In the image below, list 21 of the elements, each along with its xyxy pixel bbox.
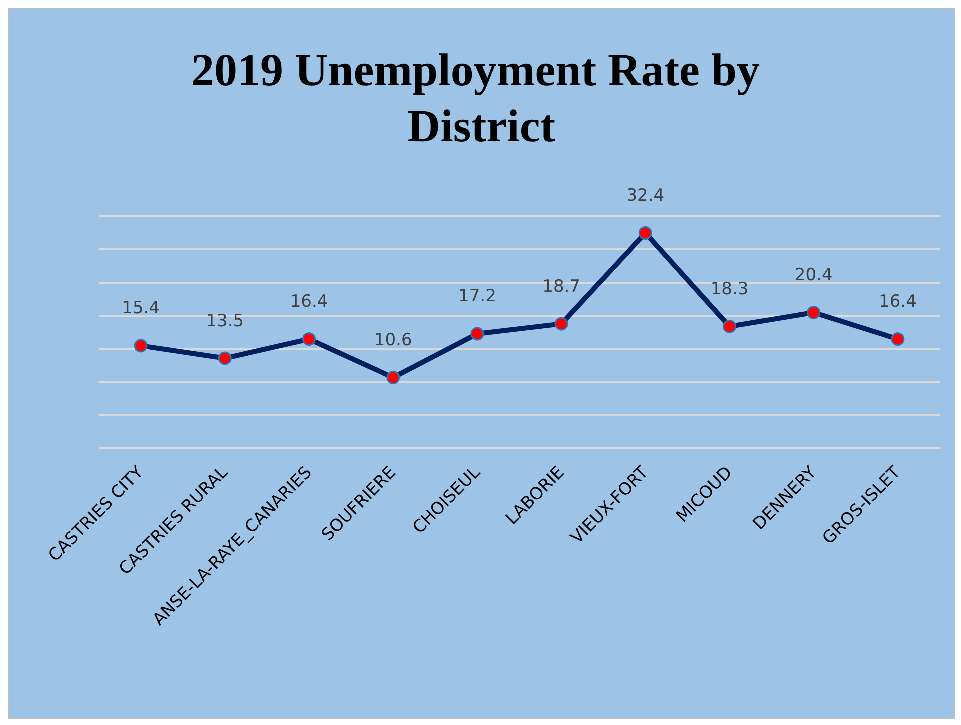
data-label: 13.5 bbox=[206, 311, 244, 332]
point bbox=[302, 332, 316, 346]
data-label: 18.7 bbox=[542, 276, 580, 297]
data-label: 16.4 bbox=[290, 292, 328, 312]
point bbox=[723, 320, 736, 334]
point bbox=[807, 306, 821, 320]
point bbox=[218, 352, 232, 366]
point bbox=[638, 226, 652, 240]
data-label: 10.6 bbox=[374, 330, 412, 350]
data-label: 17.2 bbox=[458, 286, 496, 307]
data-label: 20.4 bbox=[794, 266, 833, 286]
chart-title: 2019 Unemployment Rate by District bbox=[191, 44, 772, 152]
point bbox=[386, 370, 400, 384]
data-label: 16.4 bbox=[879, 292, 917, 312]
data-label: 18.3 bbox=[710, 279, 749, 300]
point bbox=[891, 332, 905, 346]
data-label: 15.4 bbox=[122, 298, 160, 319]
point bbox=[470, 327, 484, 341]
data-label: 32.4 bbox=[626, 186, 665, 206]
point bbox=[554, 317, 568, 331]
point bbox=[134, 339, 148, 353]
